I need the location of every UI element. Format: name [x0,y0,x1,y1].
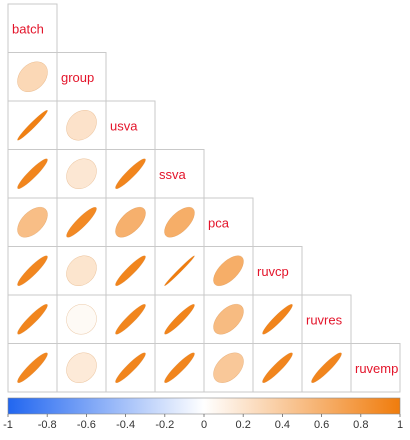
cell-usva-usva [105,100,156,150]
cell-ruvemp-ruvemp [350,343,401,393]
ellipse-usva-batch [17,109,48,141]
ellipse-ssva-group [66,158,97,190]
colorbar-tick--0.4: -0.4 [116,419,135,431]
ellipse-ruvemp-ruvcp [262,352,293,384]
ellipse-ruvemp-group [66,352,97,384]
colorbar-tick--0.6: -0.6 [77,419,96,431]
ellipse-ruvres-ruvcp [262,303,293,335]
ellipse-ruvcp-usva [115,255,146,287]
label-group: group [61,70,94,85]
cell-pca-pca [203,197,254,247]
label-ruvcp: ruvcp [257,264,289,279]
cell-batch-batch [7,3,58,53]
ellipse-ruvres-pca [213,303,244,335]
cell-group-group [56,52,107,102]
ellipse-ruvres-batch [17,303,48,335]
colorbar-tick-0.2: 0.2 [236,419,251,431]
label-usva: usva [110,118,138,133]
label-pca: pca [208,215,230,230]
ellipse-ruvemp-usva [115,352,146,384]
ellipse-ruvemp-batch [17,352,48,384]
colorbar-tick-0.4: 0.4 [275,419,290,431]
colorbar-tick--0.2: -0.2 [155,419,174,431]
ellipse-ruvres-ssva [164,303,195,335]
ellipse-group-batch [17,61,48,93]
ellipse-ruvemp-ssva [164,352,195,384]
ellipse-pca-usva [115,206,146,238]
colorbar-tick-0: 0 [201,419,207,431]
ellipse-ruvres-usva [115,303,146,335]
ellipse-usva-group [66,109,97,141]
ellipse-ruvemp-pca [213,352,244,384]
ellipse-ruvemp-ruvres [311,352,342,384]
ellipse-ruvcp-ssva [164,255,195,287]
ellipse-ssva-usva [115,158,146,190]
colorbar-tick-1: 1 [397,419,403,431]
ellipse-ruvcp-pca [213,255,244,287]
label-ruvemp: ruvemp [355,361,398,376]
ellipse-pca-group [66,206,97,238]
ellipse-pca-batch [17,206,48,238]
colorbar-tick-0.6: 0.6 [314,419,329,431]
label-ruvres: ruvres [306,312,343,327]
ellipse-ruvcp-group [66,255,97,287]
label-ssva: ssva [159,167,187,182]
colorbar-tick--0.8: -0.8 [38,419,57,431]
ellipse-pca-ssva [164,206,195,238]
colorbar-tick--1: -1 [3,419,13,431]
cell-ssva-ssva [154,149,205,199]
ellipse-ssva-batch [17,158,48,190]
ellipse-ruvcp-batch [17,255,48,287]
colorbar-tick-0.8: 0.8 [353,419,368,431]
ellipse-ruvres-group [66,303,97,335]
cell-ruvcp-batch [7,246,58,296]
colorbar [7,397,401,415]
label-batch: batch [12,21,44,36]
